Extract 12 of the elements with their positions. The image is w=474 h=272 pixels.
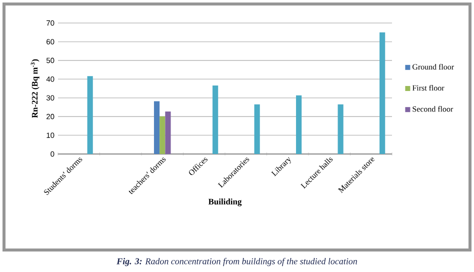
bar	[254, 104, 260, 154]
bar	[160, 116, 166, 154]
bar	[380, 32, 386, 154]
bar	[296, 95, 302, 154]
y-axis-title: Rn-222 (Bq m$^{-3}$)	[30, 59, 40, 118]
bar	[212, 86, 218, 154]
text: Fig. 3: Radon concentration from buildings of the studied location	[116, 258, 358, 266]
bar	[154, 101, 160, 154]
bar	[338, 104, 344, 154]
x-axis-title: Builiding	[208, 198, 242, 206]
bar	[87, 76, 93, 154]
bar	[165, 112, 171, 154]
